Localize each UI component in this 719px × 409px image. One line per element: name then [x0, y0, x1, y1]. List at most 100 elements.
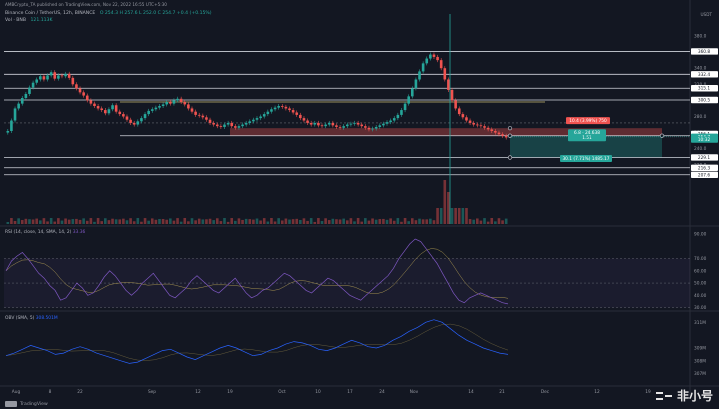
volume-bar [280, 220, 284, 224]
candle-body [497, 132, 501, 135]
tradingview-logo-icon [5, 401, 17, 407]
price-tag-label: 315.1 [698, 86, 711, 92]
obv-tick-label: 308M [694, 358, 706, 364]
volume-bar [129, 218, 132, 224]
candle-body [140, 118, 143, 122]
time-axis-label: 17 [347, 389, 353, 395]
price-tick-label: 280.0 [694, 114, 707, 120]
candle-body [241, 124, 244, 127]
volume-bar [490, 218, 494, 224]
volume-bar [425, 219, 429, 224]
candle-body [447, 79, 450, 90]
candle-body [172, 100, 176, 104]
position-handle[interactable] [507, 126, 513, 131]
candle-body [28, 87, 31, 94]
symbol-title[interactable]: Binance Coin / TetherUS, 12h, BINANCE [5, 11, 96, 16]
candle-body [85, 95, 89, 101]
candle-body [450, 89, 454, 101]
volume-bar [237, 218, 241, 224]
candle-body [353, 122, 356, 124]
candle-body [483, 126, 486, 128]
candle-body [367, 127, 371, 130]
candle-body [244, 122, 248, 125]
volume-bar [197, 218, 201, 224]
volume-bar [143, 218, 147, 224]
time-axis-label: 8 [49, 389, 52, 395]
volume-bar [403, 218, 407, 224]
volume-bar [335, 219, 338, 224]
candle-body [277, 106, 280, 108]
price-tick-label: 340.0 [694, 66, 707, 72]
volume-bar [82, 218, 85, 224]
candle-body [169, 102, 172, 104]
candle-body [342, 126, 345, 128]
volume-bar [371, 218, 374, 224]
volume-bar [382, 218, 385, 224]
volume-bar [447, 192, 450, 224]
candle-body [60, 75, 64, 77]
candle-body [150, 109, 154, 111]
candle-body [345, 124, 349, 127]
candle-body [39, 76, 42, 80]
volume-bar [223, 218, 226, 224]
volume-bar [454, 208, 457, 224]
candle-body [57, 75, 60, 79]
candle-body [24, 93, 28, 98]
price-tick-label: 380.0 [694, 34, 707, 40]
candle-body [42, 76, 46, 80]
candle-body [118, 111, 122, 115]
volume-bar [494, 221, 497, 224]
tradingview-brand[interactable]: TradingView [5, 401, 48, 407]
price-tick-label: 320.0 [694, 82, 707, 88]
candle-body [429, 54, 432, 59]
candle-body [6, 130, 10, 133]
rsi-tick-label: 70.00 [694, 256, 707, 262]
candle-body [504, 135, 508, 138]
price-tag [691, 48, 718, 55]
volume-bar [183, 218, 187, 224]
volume-bar [342, 218, 345, 224]
candle-body [468, 120, 472, 123]
volume-bar [13, 220, 17, 224]
price-tag [691, 164, 718, 171]
position-handle[interactable] [507, 155, 513, 160]
time-axis-label: 12 [195, 389, 201, 395]
stop-loss-zone[interactable] [230, 128, 662, 136]
candle-body [219, 126, 223, 127]
volume-bar [273, 221, 277, 224]
candle-body [67, 73, 71, 78]
candle-body [479, 125, 483, 127]
volume-bar [6, 222, 10, 224]
volume-bar [17, 218, 20, 224]
candle-body [78, 88, 82, 93]
candle-body [306, 120, 309, 123]
candle-body [64, 73, 67, 77]
volume-bar [501, 220, 504, 224]
obv-tick-label: 311M [694, 320, 706, 326]
rsi-line [5, 238, 509, 305]
currency-label: USDT [700, 12, 712, 17]
volume-bar [450, 208, 454, 224]
time-axis-label: 21 [499, 389, 505, 395]
volume-bar [407, 221, 410, 224]
target-label-box [560, 154, 612, 162]
volume-bar [125, 220, 129, 224]
rsi-value: 33.36 [72, 230, 86, 235]
rsi-legend[interactable]: RSI (14, close, 14, SMA, 14, 2) 33.36 [5, 230, 85, 235]
volume-bar [277, 218, 280, 224]
volume-bar [122, 218, 125, 224]
take-profit-zone[interactable] [510, 135, 662, 158]
obv-legend[interactable]: OBV (SMA, 5) 308.501M [5, 316, 58, 321]
candle-body [331, 122, 335, 126]
candle-body [234, 126, 237, 128]
volume-label[interactable]: Vol · BNB [5, 18, 26, 23]
rsi-tick-label: 30.00 [694, 305, 707, 311]
volume-bar [356, 218, 360, 224]
volume-bar [215, 218, 219, 224]
volume-bar [78, 219, 82, 224]
volume-bar [432, 220, 436, 224]
candle-body [100, 108, 104, 111]
candle-body [324, 124, 327, 127]
volume-value: 121.113K [30, 18, 53, 23]
